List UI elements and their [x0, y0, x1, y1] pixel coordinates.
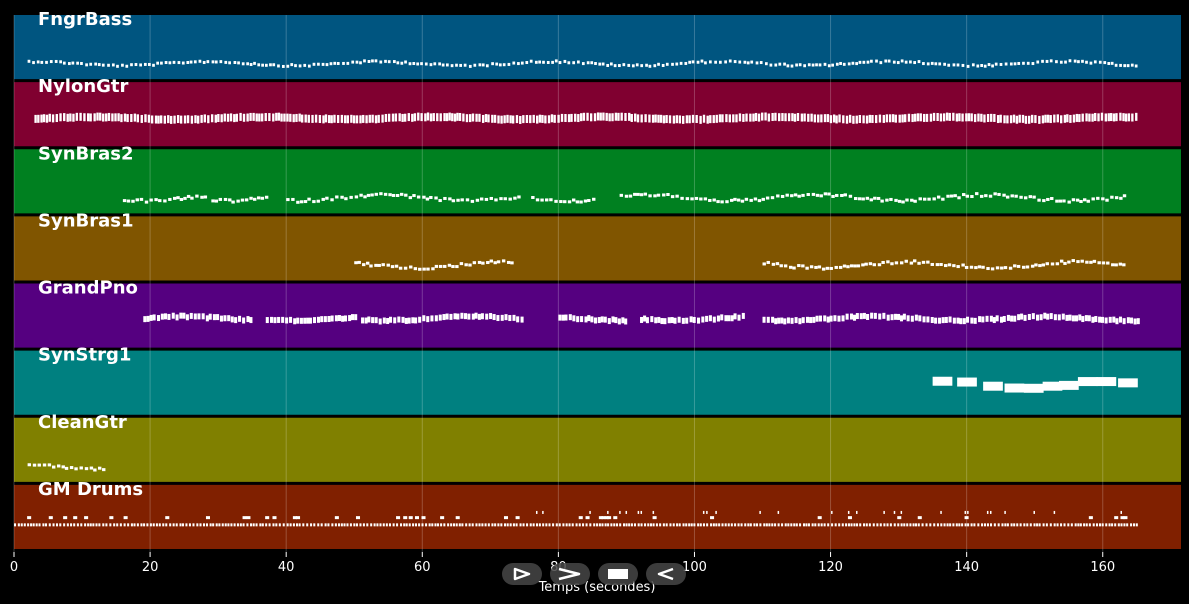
track-notes-nylongtr	[34, 112, 1138, 124]
track-notes-synbras1	[354, 259, 1126, 271]
track-background-fngrbass	[14, 15, 1181, 80]
track-background-gm-drums	[14, 484, 1181, 549]
x-tick-label: 20	[142, 560, 159, 575]
play-button[interactable]	[502, 563, 542, 585]
x-tick-label: 160	[1090, 560, 1115, 575]
tracks-layer	[14, 15, 1181, 549]
track-notes-fngrbass	[27, 59, 1138, 68]
track-label: CleanGtr	[38, 412, 127, 433]
fast-forward-button[interactable]	[550, 563, 590, 585]
x-tick-label: 140	[954, 560, 979, 575]
track-label: FngrBass	[38, 9, 132, 30]
grid-layer	[13, 15, 1104, 552]
track-background-synstrg1	[14, 350, 1181, 415]
x-tick-label: 40	[278, 560, 295, 575]
track-background-grandpno	[14, 283, 1181, 348]
track-notes-grandpno	[143, 312, 1140, 325]
track-label: SynStrg1	[38, 345, 131, 366]
x-tick-label: 60	[414, 560, 431, 575]
transport-controls	[502, 563, 686, 585]
track-notes-cleangtr	[27, 463, 106, 472]
play-icon	[513, 567, 531, 581]
x-tick-label: 120	[818, 560, 843, 575]
track-notes-gm-drums	[14, 510, 1138, 527]
track-background-synbras1	[14, 216, 1181, 281]
x-tick-label: 0	[10, 560, 18, 575]
rewind-button[interactable]	[646, 563, 686, 585]
x-tick-label: 100	[682, 560, 707, 575]
track-label: GM Drums	[38, 479, 143, 500]
track-label: SynBras1	[38, 210, 134, 231]
track-background-synbras2	[14, 149, 1181, 214]
stop-button[interactable]	[598, 563, 638, 585]
track-notes-synbras2	[122, 192, 1127, 204]
track-label: NylonGtr	[38, 76, 129, 97]
rewind-icon	[657, 567, 674, 581]
track-notes-synstrg1	[932, 376, 1138, 393]
fast-forward-icon	[558, 567, 581, 581]
labels-layer: FngrBass NylonGtr SynBras2 SynBras1 GrandPno…	[38, 9, 143, 500]
track-label: SynBras2	[38, 143, 134, 164]
notes-layer	[14, 59, 1140, 527]
stop-icon	[608, 569, 628, 579]
track-background-cleangtr	[14, 417, 1181, 482]
track-label: GrandPno	[38, 278, 138, 299]
